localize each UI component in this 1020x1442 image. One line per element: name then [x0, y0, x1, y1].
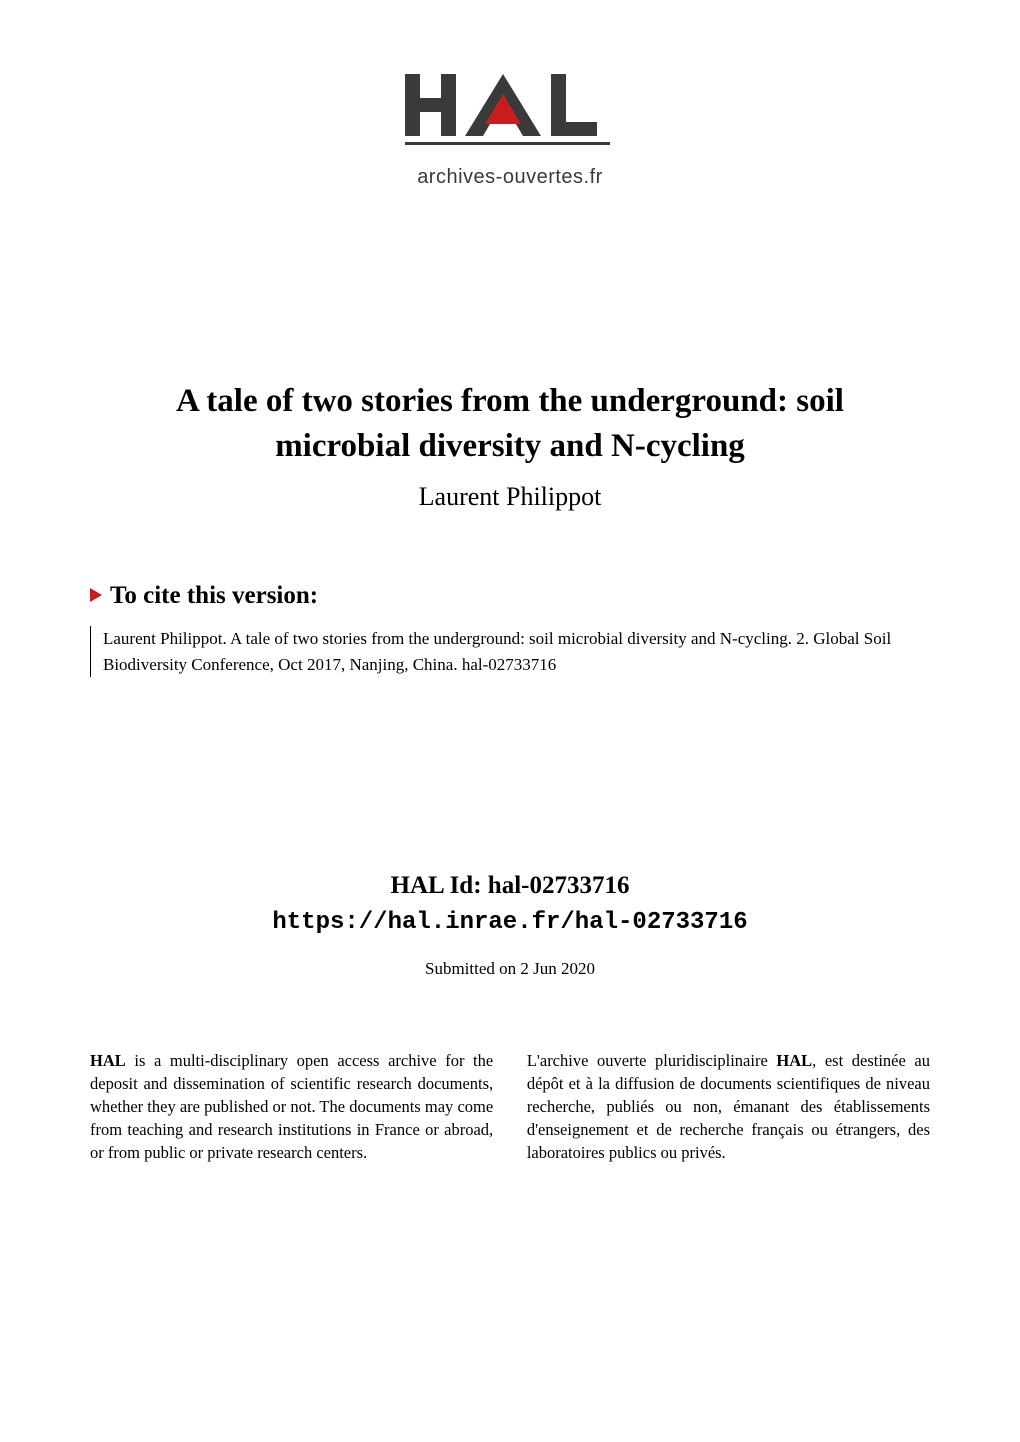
hal-logo-section: archives-ouvertes.fr: [0, 0, 1020, 249]
hal-logo: archives-ouvertes.fr: [405, 70, 615, 189]
triangle-right-icon: [90, 588, 102, 602]
paper-title: A tale of two stories from the undergrou…: [0, 379, 1020, 468]
hal-id-url: https://hal.inrae.fr/hal-02733716: [0, 905, 1020, 941]
submitted-date: Submitted on 2 Jun 2020: [0, 959, 1020, 979]
hal-logo-svg: [405, 70, 615, 162]
logo-caption: archives-ouvertes.fr: [405, 166, 615, 189]
cite-heading-text: To cite this version:: [110, 582, 318, 609]
footer-left: HAL is a multi-disciplinary open access …: [90, 1049, 493, 1164]
cite-heading: To cite this version:: [90, 582, 930, 610]
title-line-1: A tale of two stories from the undergrou…: [176, 383, 844, 419]
cite-body: Laurent Philippot. A tale of two stories…: [90, 626, 930, 677]
cite-section: To cite this version: Laurent Philippot.…: [0, 582, 1020, 677]
title-line-2: microbial diversity and N-cycling: [275, 428, 745, 464]
footer-right: L'archive ouverte pluridisciplinaire HAL…: [527, 1049, 930, 1164]
hal-id-block: HAL Id: hal-02733716 https://hal.inrae.f…: [0, 867, 1020, 941]
paper-authors: Laurent Philippot: [0, 482, 1020, 512]
hal-id-label: HAL Id: hal-02733716: [0, 867, 1020, 905]
footer-columns: HAL is a multi-disciplinary open access …: [0, 1049, 1020, 1164]
